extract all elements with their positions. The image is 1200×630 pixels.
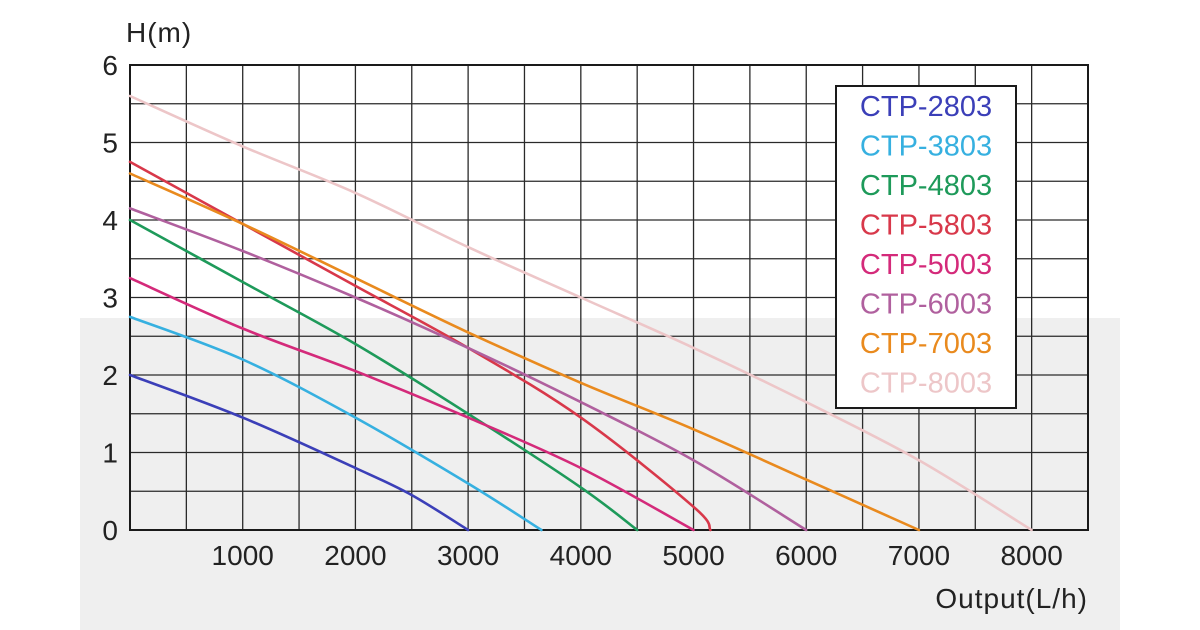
series-line-ctp-3803 <box>128 315 543 532</box>
series-line-ctp-7003 <box>128 172 921 532</box>
x-axis-title: Output(L/h) <box>935 583 1088 614</box>
series-line-ctp-5803 <box>128 160 712 532</box>
y-tick-label: 2 <box>102 360 118 391</box>
legend-box <box>835 85 1017 409</box>
x-tick-label: 6000 <box>775 540 837 571</box>
legend: CTP-2803 CTP-3803 CTP-4803 CTP-5803 CTP-5003… <box>835 85 1017 409</box>
series-line-ctp-2803 <box>128 373 470 532</box>
series-line-ctp-5003 <box>128 276 695 532</box>
y-tick-label: 5 <box>102 128 118 159</box>
x-tick-label: 1000 <box>212 540 274 571</box>
y-tick-label: 3 <box>102 283 118 314</box>
series-line-ctp-4803 <box>128 218 639 532</box>
legend-label: CTP-6003 <box>860 289 992 321</box>
x-tick-label: 7000 <box>888 540 950 571</box>
legend-label: CTP-2803 <box>860 91 992 123</box>
x-tick-label: 8000 <box>1000 540 1062 571</box>
y-tick-label: 1 <box>102 438 118 469</box>
y-tick-label: 6 <box>102 50 118 81</box>
legend-label: CTP-7003 <box>860 328 992 360</box>
x-tick-label: 4000 <box>550 540 612 571</box>
legend-label: CTP-5803 <box>860 210 992 242</box>
series-line-ctp-8003 <box>128 94 1033 532</box>
axis-ticks: 1000 2000 3000 4000 5000 6000 7000 8000 0 1 2 3 4 5 6 <box>102 50 1062 571</box>
y-tick-label: 0 <box>102 515 118 546</box>
y-tick-label: 4 <box>102 205 118 236</box>
legend-label: CTP-8003 <box>860 368 992 400</box>
x-tick-label: 2000 <box>324 540 386 571</box>
y-axis-title: H(m) <box>126 17 192 48</box>
legend-label: CTP-3803 <box>860 131 992 163</box>
legend-label: CTP-5003 <box>860 249 992 281</box>
legend-label: CTP-4803 <box>860 170 992 202</box>
x-tick-label: 3000 <box>437 540 499 571</box>
series-lines <box>128 94 1033 532</box>
plot-frame <box>129 64 1089 531</box>
x-tick-label: 5000 <box>662 540 724 571</box>
series-line-ctp-6003 <box>128 207 808 532</box>
